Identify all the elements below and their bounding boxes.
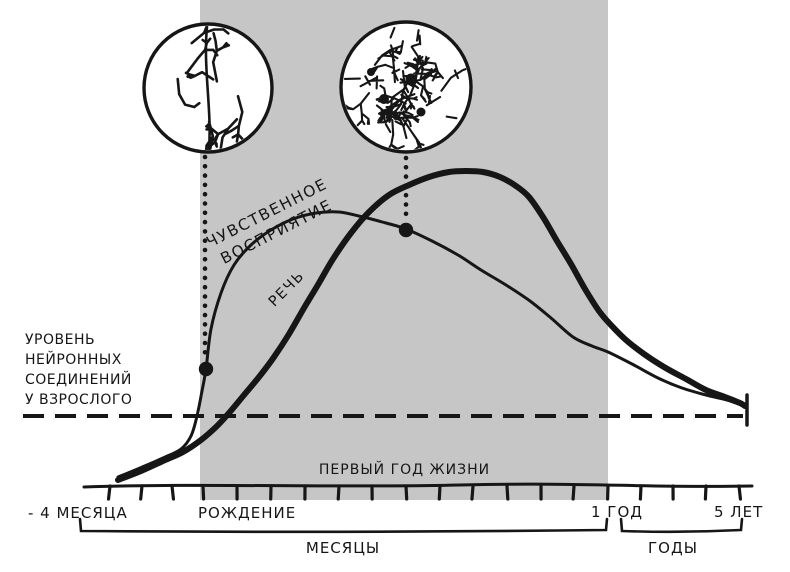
y-axis-label-line4: У ВЗРОСЛОГО bbox=[25, 392, 133, 408]
dotted-connector-dot bbox=[202, 312, 208, 318]
x-axis-tick bbox=[437, 484, 442, 501]
sensory-perception-curve bbox=[116, 210, 746, 479]
dotted-connector-dot bbox=[403, 211, 409, 217]
x-tick-label-five-years: 5 ЛЕТ bbox=[714, 503, 764, 521]
speech-curve bbox=[115, 168, 748, 483]
x-tick-label-minus-4-months: - 4 МЕСЯЦА bbox=[28, 504, 128, 522]
x-axis-tick bbox=[638, 484, 643, 501]
inset-white-gap bbox=[421, 34, 445, 58]
years-range-bracket bbox=[619, 517, 744, 534]
x-axis-tick bbox=[106, 484, 112, 501]
y-axis-label-line1: УРОВЕНЬ bbox=[25, 332, 96, 348]
dotted-connector-dot bbox=[202, 247, 208, 253]
dotted-connector-dot bbox=[202, 229, 208, 234]
dotted-connector-dot bbox=[403, 165, 409, 170]
neural-cluster-blob bbox=[367, 68, 375, 76]
curve-point-marker bbox=[198, 361, 214, 377]
x-axis-tick bbox=[404, 484, 409, 501]
dotted-connector-dot bbox=[202, 303, 208, 309]
y-axis-label-line3: СОЕДИНЕНИЙ bbox=[25, 372, 132, 388]
x-axis-tick bbox=[336, 484, 341, 501]
neural-cluster-blob bbox=[405, 73, 417, 85]
x-axis-tick bbox=[571, 484, 576, 501]
x-axis-tick bbox=[139, 484, 144, 501]
bracket-label-months: МЕСЯЦЫ bbox=[305, 539, 381, 557]
months-range-bracket bbox=[78, 517, 609, 534]
x-axis-line bbox=[82, 482, 754, 489]
dotted-connector-dot bbox=[202, 340, 208, 346]
dotted-connector-dot bbox=[202, 331, 208, 337]
x-tick-label-birth: РОЖДЕНИЕ bbox=[198, 504, 297, 522]
y-axis-label-line2: НЕЙРОННЫХ bbox=[25, 352, 122, 368]
x-axis-tick bbox=[201, 484, 206, 501]
dotted-connector-dot bbox=[202, 257, 208, 262]
dotted-connector-dot bbox=[403, 174, 409, 179]
y-axis-label: УРОВЕНЬ НЕЙРОННЫХ СОЕДИНЕНИЙ У ВЗРОСЛОГО bbox=[25, 330, 132, 410]
shaded-region-label: ПЕРВЫЙ ГОД ЖИЗНИ bbox=[318, 462, 491, 478]
dotted-connector-dot bbox=[202, 219, 208, 225]
dotted-connector-dot bbox=[202, 322, 208, 327]
dotted-connector-dot bbox=[202, 350, 208, 355]
curve-point-marker bbox=[398, 222, 414, 238]
neural-cluster-blob bbox=[416, 107, 426, 117]
dotted-connector-dot bbox=[202, 173, 208, 178]
bracket-label-years: ГОДЫ bbox=[648, 539, 698, 557]
x-axis-tick bbox=[505, 484, 510, 501]
dotted-connector-dot bbox=[202, 284, 208, 290]
dotted-connector-dot bbox=[202, 275, 208, 281]
dotted-connector-dot bbox=[202, 164, 208, 169]
dotted-connector-dot bbox=[202, 238, 208, 243]
x-tick-label-one-year: 1 ГОД bbox=[591, 503, 643, 521]
dotted-connector-dot bbox=[403, 155, 409, 161]
dotted-connector-dot bbox=[202, 191, 208, 197]
inset-circle-outline bbox=[142, 22, 274, 154]
x-axis-tick bbox=[470, 484, 475, 501]
dotted-connector-dot bbox=[403, 202, 409, 207]
dotted-connector-dot bbox=[202, 182, 208, 188]
inset-circle-outline bbox=[339, 20, 473, 154]
dotted-connector-dot bbox=[202, 210, 208, 216]
dotted-connector-dot bbox=[403, 192, 409, 198]
sparse-neural-branches-illustration bbox=[176, 26, 244, 150]
dotted-connector-dot bbox=[202, 294, 208, 299]
dotted-connector-dot bbox=[202, 266, 208, 271]
x-axis-tick bbox=[737, 484, 743, 501]
x-axis-tick bbox=[170, 484, 176, 501]
dotted-connector-dot bbox=[202, 201, 208, 206]
dotted-connector-dot bbox=[202, 154, 208, 160]
x-axis-tick bbox=[703, 484, 708, 501]
neural-cluster-blob bbox=[379, 94, 389, 104]
